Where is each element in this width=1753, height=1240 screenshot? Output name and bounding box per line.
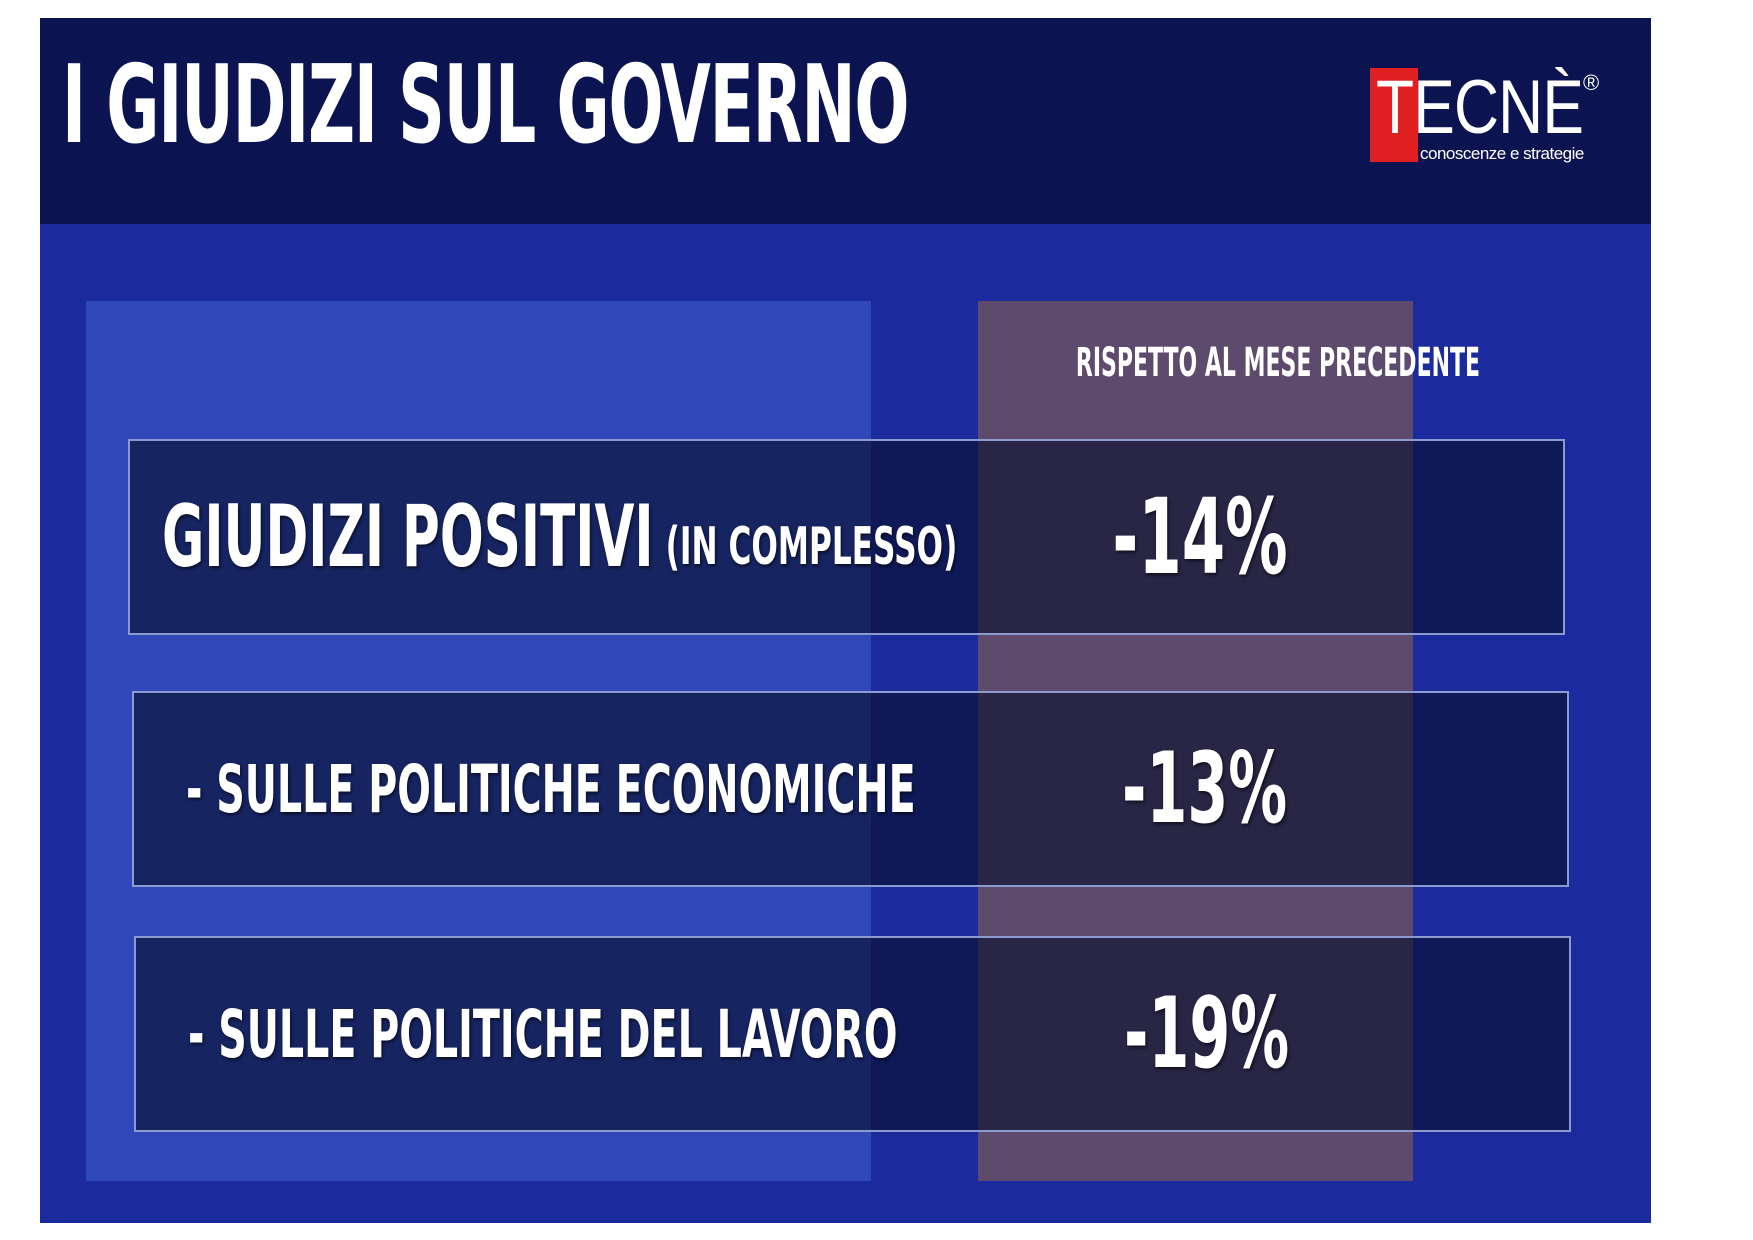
- header-bar: I GIUDIZI SUL GOVERNO TECNÈ ® conoscenze…: [40, 18, 1651, 224]
- logo-wordmark: TECNÈ: [1376, 65, 1584, 150]
- table-row: - SULLE POLITICHE DEL LAVORO -19%: [134, 936, 1571, 1132]
- row-label: - SULLE POLITICHE DEL LAVORO: [188, 938, 898, 1130]
- logo-red-block: [1370, 68, 1418, 162]
- slide: I GIUDIZI SUL GOVERNO TECNÈ ® conoscenze…: [40, 18, 1651, 1223]
- table-row: GIUDIZI POSITIVI (IN COMPLESSO) -14%: [128, 439, 1565, 635]
- row-value: -13%: [987, 693, 1422, 885]
- column-header: RISPETTO AL MESE PRECEDENTE: [1075, 340, 1481, 386]
- row-value-text: -14%: [1112, 476, 1289, 598]
- row-label: - SULLE POLITICHE ECONOMICHE: [186, 693, 916, 885]
- registered-mark: ®: [1583, 70, 1600, 95]
- row-value-text: -13%: [1121, 732, 1288, 846]
- row-value: -14%: [983, 441, 1418, 633]
- tecne-logo: TECNÈ ® conoscenze e strategie: [1370, 68, 1610, 178]
- logo-tagline: conoscenze e strategie: [1420, 144, 1584, 163]
- row-value-text: -19%: [1123, 977, 1290, 1091]
- row-sublabel: (IN COMPLESSO): [665, 517, 958, 577]
- row-value: -19%: [989, 938, 1424, 1130]
- row-label-text: GIUDIZI POSITIVI: [162, 487, 654, 587]
- row-label-text: - SULLE POLITICHE DEL LAVORO: [188, 995, 898, 1073]
- row-label: GIUDIZI POSITIVI (IN COMPLESSO): [162, 441, 957, 633]
- table-row: - SULLE POLITICHE ECONOMICHE -13%: [132, 691, 1569, 887]
- page-title: I GIUDIZI SUL GOVERNO: [62, 43, 909, 168]
- row-label-text: - SULLE POLITICHE ECONOMICHE: [186, 750, 916, 828]
